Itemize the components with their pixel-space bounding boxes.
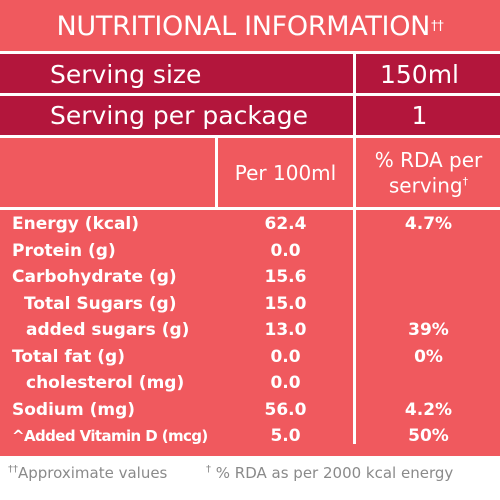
serving-per-package-label: Serving per package	[50, 100, 308, 130]
col-head-rda-line2: serving†	[357, 171, 500, 197]
nutrient-rda: 4.7%	[404, 214, 453, 234]
col-head-rda-mark: †	[462, 175, 469, 188]
serving-per-package-value: 1	[411, 100, 428, 130]
nutrient-row-sodium: Sodium (mg) 56.0 4.2%	[0, 397, 500, 424]
nutrient-row-vitamin-d: ^Added Vitamin D (mcg) 5.0 50%	[0, 423, 500, 450]
title-mark: ††	[431, 18, 444, 34]
nutrient-label: ^Added Vitamin D (mcg)	[12, 427, 208, 445]
footnote-approximate-text: Approximate values	[18, 464, 168, 482]
footnote-mark-double: ††	[8, 464, 18, 475]
nutrient-row-carbohydrate: Carbohydrate (g) 15.6	[0, 264, 500, 291]
footnotes: ††Approximate values † % RDA as per 2000…	[0, 458, 500, 488]
serving-size-label: Serving size	[50, 59, 202, 89]
nutrient-label: Total fat (g)	[12, 346, 125, 367]
serving-size-value: 150ml	[379, 59, 460, 89]
divider-bottom	[0, 135, 500, 138]
nutrient-rda: 50%	[408, 426, 449, 446]
footnote-mark-single: †	[206, 464, 211, 475]
nutrient-row-total-sugars: Total Sugars (g) 15.0	[0, 291, 500, 318]
nutrient-per100: 5.0	[270, 426, 301, 446]
nutrient-label: cholesterol (mg)	[26, 373, 185, 393]
nutrition-title: NUTRITIONAL INFORMATION ††	[0, 0, 500, 52]
nutrient-rda: 39%	[408, 320, 449, 340]
col-head-rda-line2-text: serving	[388, 173, 463, 198]
nutrient-label: Sodium (mg)	[12, 399, 136, 420]
footnote-rda-text: % RDA as per 2000 kcal energy	[211, 464, 454, 482]
footnote-rda: † % RDA as per 2000 kcal energy	[206, 464, 453, 482]
divider-col-rda	[353, 52, 356, 444]
nutrient-label: added sugars (g)	[26, 320, 190, 340]
nutrient-per100: 0.0	[270, 373, 301, 393]
nutrient-row-cholesterol: cholesterol (mg) 0.0	[0, 370, 500, 397]
col-head-per100: Per 100ml	[234, 161, 337, 185]
nutrient-per100: 0.0	[270, 346, 301, 367]
footnote-approximate: ††Approximate values	[8, 464, 167, 482]
nutrient-per100: 13.0	[264, 320, 307, 340]
nutrient-label: Carbohydrate (g)	[12, 267, 177, 287]
nutrient-label: Total Sugars (g)	[24, 293, 177, 314]
nutrient-per100: 0.0	[270, 240, 301, 261]
nutrient-rda: 4.2%	[404, 399, 453, 420]
divider-col-per100	[215, 137, 218, 208]
divider-top	[0, 51, 500, 54]
nutrient-row-total-fat: Total fat (g) 0.0 0%	[0, 344, 500, 371]
divider-head	[0, 207, 500, 210]
col-head-rda: % RDA per serving†	[357, 149, 500, 197]
nutrient-per100: 56.0	[264, 399, 307, 420]
nutrient-per100: 15.0	[264, 293, 307, 314]
nutrient-per100: 62.4	[264, 214, 307, 234]
nutrient-rows: Energy (kcal) 62.4 4.7% Protein (g) 0.0 …	[0, 211, 500, 450]
title-text: NUTRITIONAL INFORMATION	[56, 10, 431, 42]
nutrient-row-protein: Protein (g) 0.0	[0, 238, 500, 265]
nutrient-label: Protein (g)	[12, 240, 116, 261]
col-head-rda-line1: % RDA per	[374, 148, 483, 172]
nutrient-label: Energy (kcal)	[12, 214, 140, 234]
divider-mid	[0, 93, 500, 96]
nutrient-row-added-sugars: added sugars (g) 13.0 39%	[0, 317, 500, 344]
nutrient-row-energy: Energy (kcal) 62.4 4.7%	[0, 211, 500, 238]
nutrient-per100: 15.6	[264, 267, 307, 287]
nutrient-rda: 0%	[414, 346, 443, 367]
nutrition-panel: NUTRITIONAL INFORMATION †† Serving size 1…	[0, 0, 500, 456]
